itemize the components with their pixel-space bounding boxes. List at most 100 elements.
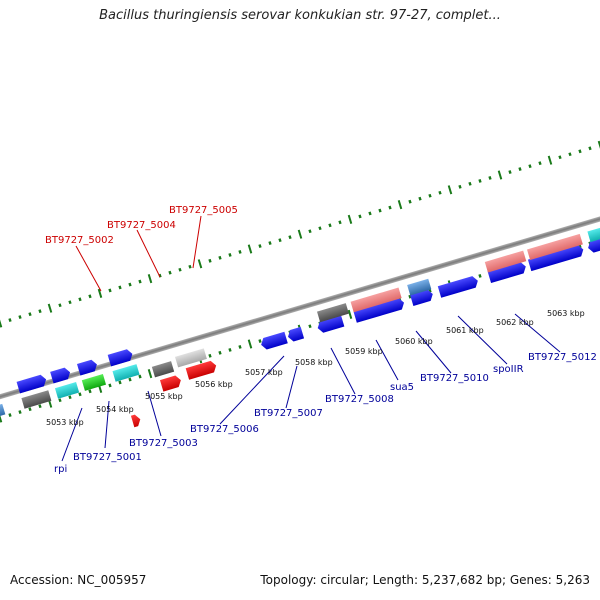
scale-minor-tick <box>188 264 192 269</box>
tick-label: 5057 kbp <box>245 368 283 377</box>
scale-minor-tick <box>68 395 72 400</box>
scale-minor-tick <box>208 353 212 358</box>
scale-minor-tick <box>228 253 232 257</box>
scale-minor-tick <box>228 348 232 352</box>
scale-minor-tick <box>28 312 32 317</box>
gene-bt9727-5004-marker[interactable] <box>159 374 183 392</box>
gene-bt9727-5007[interactable] <box>316 314 345 334</box>
gene-label-group: BT9727_5005 BT9727_5004 BT9727_5002 rpi … <box>45 205 597 475</box>
label-bt9727-5012[interactable]: BT9727_5012 <box>528 352 597 363</box>
scale-minor-tick <box>108 288 112 293</box>
scale-minor-tick <box>118 380 122 385</box>
label-bt9727-5006[interactable]: BT9727_5006 <box>190 424 259 435</box>
scale-minor-tick <box>138 279 142 284</box>
scale-minor-tick <box>128 377 132 382</box>
label-bt9727-5001[interactable]: BT9727_5001 <box>73 452 142 463</box>
label-bt9727-5005[interactable]: BT9727_5005 <box>169 205 238 216</box>
scale-minor-tick <box>78 392 82 397</box>
scale-minor-tick <box>138 374 142 379</box>
scale-minor-tick <box>238 345 242 349</box>
gene-bt9727-5008-box[interactable] <box>350 287 402 313</box>
scale-major-tick <box>347 214 353 224</box>
tick-label: 5053 kbp <box>46 418 84 427</box>
gene-bt9727-5005-marker[interactable] <box>185 360 218 380</box>
scale-major-tick <box>447 185 453 195</box>
scale-minor-tick <box>488 176 492 180</box>
gene-left-4[interactable] <box>76 359 99 376</box>
leader-bt9727-5001 <box>104 400 110 449</box>
gene-left-3[interactable] <box>50 367 72 384</box>
scale-minor-tick <box>518 167 522 171</box>
scale-minor-tick <box>508 170 512 174</box>
gene-bt9727-5002[interactable] <box>130 414 142 428</box>
scale-minor-tick <box>8 318 12 322</box>
scale-minor-tick <box>58 303 62 308</box>
gene-spoiir[interactable] <box>487 261 528 284</box>
gene-bt9727-5006[interactable] <box>259 331 288 351</box>
gene-left-5[interactable] <box>107 348 134 367</box>
gene-bt9727-5010[interactable] <box>437 275 480 298</box>
label-bt9727-5004[interactable]: BT9727_5004 <box>107 220 176 231</box>
scale-minor-tick <box>528 164 532 169</box>
gene-bt9727-5007-box[interactable] <box>317 303 349 323</box>
label-bt9727-5008[interactable]: BT9727_5008 <box>325 394 394 405</box>
scale-major-tick <box>247 244 253 254</box>
gene-bt9727-5008[interactable] <box>353 297 405 323</box>
scale-minor-tick <box>8 413 12 417</box>
gene-sua5-box[interactable] <box>407 278 432 296</box>
gene-left-gray[interactable] <box>21 390 52 409</box>
gene-right-end-box[interactable] <box>587 220 600 243</box>
scale-minor-tick <box>278 238 282 243</box>
tick-label: 5055 kbp <box>145 392 183 401</box>
gene-bt9727-5006b[interactable] <box>286 326 305 343</box>
label-bt9727-5007[interactable]: BT9727_5007 <box>254 408 323 419</box>
scale-minor-tick <box>218 350 222 355</box>
tick-label: 5058 kbp <box>295 358 333 367</box>
gene-bt9727-5012[interactable] <box>527 244 585 272</box>
tick-label: 5054 kbp <box>96 405 134 414</box>
gene-left-2[interactable] <box>16 374 48 394</box>
scale-minor-tick <box>368 211 372 216</box>
scale-minor-tick <box>268 241 272 245</box>
gene-spoiir-box[interactable] <box>484 250 527 273</box>
gene-bt9727-5001[interactable] <box>54 381 80 399</box>
scale-minor-tick <box>38 404 42 409</box>
gene-bt9727-5004[interactable] <box>151 361 175 378</box>
gene-bt9727-5005[interactable] <box>174 348 207 368</box>
gene-green[interactable] <box>81 374 107 391</box>
label-bt9727-5002[interactable]: BT9727_5002 <box>45 235 114 246</box>
gene-bt9727-5012-box[interactable] <box>526 233 583 260</box>
scale-major-tick <box>47 303 53 313</box>
scale-major-tick <box>397 200 403 210</box>
scale-major-tick <box>247 339 253 349</box>
scale-minor-tick <box>218 255 222 260</box>
scale-minor-tick <box>418 196 422 201</box>
scale-minor-tick <box>328 223 332 228</box>
scale-major-tick <box>597 140 600 149</box>
label-rpi[interactable]: rpi <box>54 464 67 475</box>
scale-minor-tick <box>388 205 392 210</box>
scale-minor-tick <box>358 214 362 219</box>
tick-label: 5059 kbp <box>345 347 383 356</box>
scale-minor-tick <box>478 179 482 183</box>
scale-minor-tick <box>468 181 472 186</box>
scale-minor-tick <box>28 407 32 412</box>
scale-minor-tick <box>18 410 22 414</box>
leader-rpi <box>61 407 83 462</box>
gene-bt9727-5003[interactable] <box>112 364 140 382</box>
label-spoiir[interactable]: spoIIR <box>493 364 524 375</box>
gene-right-end[interactable] <box>586 231 600 254</box>
label-sua5[interactable]: sua5 <box>390 382 414 393</box>
scale-minor-tick <box>208 258 212 263</box>
scale-minor-tick <box>438 190 442 195</box>
scale-minor-tick <box>408 199 412 204</box>
scale-major-tick <box>347 309 353 319</box>
label-bt9727-5003[interactable]: BT9727_5003 <box>129 438 198 449</box>
label-bt9727-5010[interactable]: BT9727_5010 <box>420 373 489 384</box>
scale-minor-tick <box>168 270 172 275</box>
genome-backbone <box>0 176 600 438</box>
scale-minor-tick <box>18 315 22 319</box>
scale-minor-tick <box>308 324 312 329</box>
scale-minor-tick <box>68 300 72 305</box>
